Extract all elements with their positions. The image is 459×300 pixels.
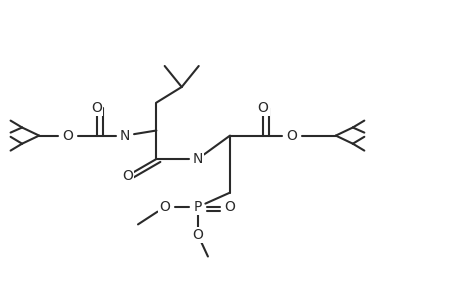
Text: N: N <box>192 152 202 166</box>
Text: N: N <box>120 129 130 142</box>
Text: O: O <box>257 101 268 115</box>
Text: O: O <box>192 228 203 242</box>
Text: O: O <box>122 169 133 182</box>
Text: O: O <box>62 129 73 142</box>
Text: P: P <box>193 200 202 214</box>
Text: O: O <box>224 200 235 214</box>
Text: O: O <box>159 200 170 214</box>
Text: O: O <box>91 101 102 115</box>
Text: O: O <box>285 129 297 142</box>
